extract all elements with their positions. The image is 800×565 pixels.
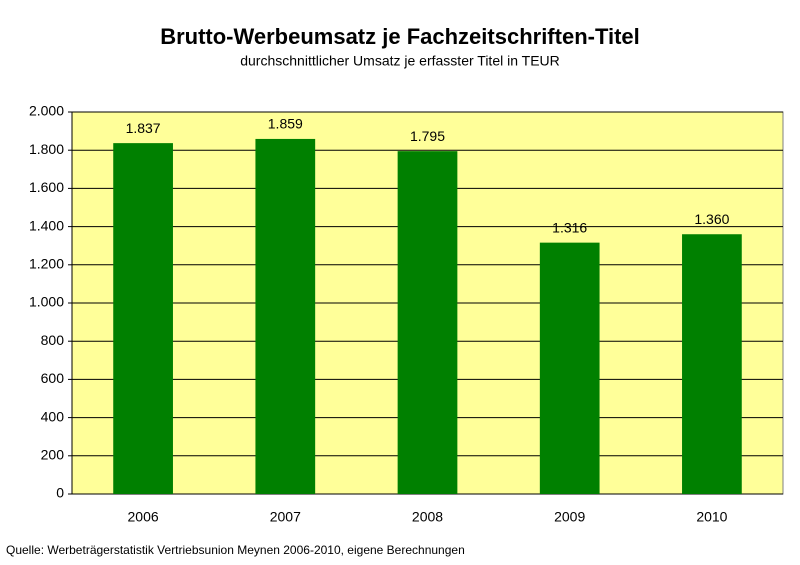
value-label: 1.837	[126, 120, 161, 136]
x-tick-label: 2010	[696, 509, 727, 525]
bar	[113, 143, 173, 494]
bar	[539, 242, 600, 494]
bar	[255, 138, 316, 494]
x-tick-label: 2006	[128, 509, 159, 525]
y-tick-label: 1.600	[29, 179, 64, 195]
chart-subtitle: durchschnittlicher Umsatz je erfasster T…	[240, 53, 560, 69]
y-tick-label: 2.000	[29, 103, 64, 119]
value-label: 1.859	[268, 116, 303, 132]
y-tick-label: 1.200	[29, 256, 64, 272]
x-tick-label: 2007	[270, 509, 301, 525]
source-note: Quelle: Werbeträgerstatistik Vertriebsun…	[6, 543, 465, 557]
y-tick-label: 600	[41, 370, 65, 386]
y-tick-label: 800	[41, 332, 65, 348]
bar	[682, 234, 742, 495]
chart-title: Brutto-Werbeumsatz je Fachzeitschriften-…	[160, 24, 640, 49]
value-label: 1.316	[552, 219, 587, 235]
y-tick-label: 0	[56, 485, 64, 501]
x-tick-label: 2008	[412, 509, 443, 525]
y-tick-label: 1.400	[29, 217, 64, 233]
y-tick-label: 1.800	[29, 141, 64, 157]
x-tick-label: 2009	[554, 509, 585, 525]
y-tick-label: 1.000	[29, 294, 64, 310]
y-tick-label: 200	[41, 447, 65, 463]
y-tick-label: 400	[41, 408, 65, 424]
value-label: 1.795	[410, 128, 445, 144]
bar	[397, 151, 458, 494]
value-label: 1.360	[694, 211, 729, 227]
